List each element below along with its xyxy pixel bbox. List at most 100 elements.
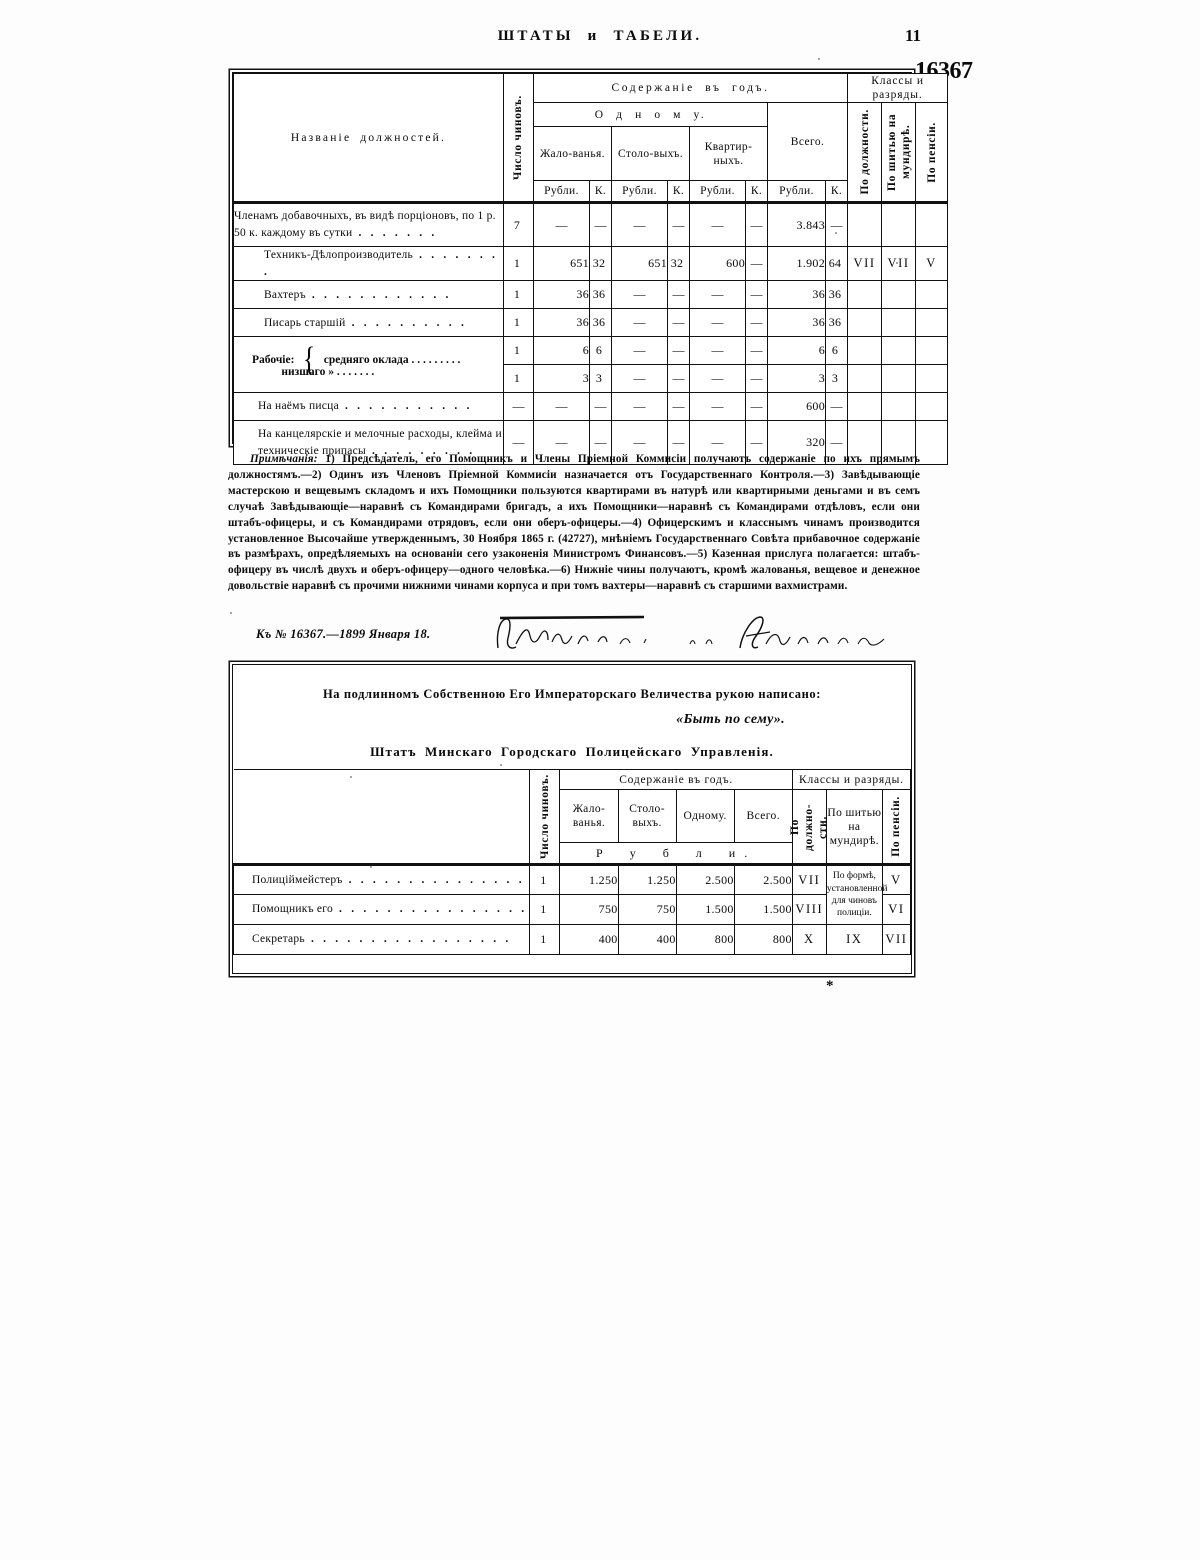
row-table-rubles: 651 [611, 246, 668, 282]
row-count: 7 [503, 201, 534, 248]
row-label-text: Членамъ добавочныхъ, въ видѣ порціоновъ,… [234, 210, 496, 240]
row-label-text: На наёмъ писца [258, 400, 339, 413]
row-class-post: VII [847, 246, 883, 282]
row-table-rubles: — [611, 364, 668, 394]
scan-speck [350, 776, 352, 778]
row-class-embroidery [881, 420, 917, 466]
scan-speck [370, 866, 372, 868]
header-salary-rubles: Рубли. [533, 180, 590, 204]
row-count: 1 [529, 863, 561, 896]
row-class-embroidery [881, 308, 917, 338]
row-class-post: VIII [791, 894, 827, 926]
row-quarters-kopecks: — [745, 336, 768, 366]
row-salary-rubles: 6 [533, 336, 590, 366]
row-class-pension [915, 420, 949, 466]
table-row: Полиціймейстеръ . . . . . . . . . . . . … [232, 863, 912, 926]
staff-table-lower: На подлинномъ Собственною Его Императорс… [232, 664, 912, 974]
header-rubles: Р у б л и. [559, 842, 793, 866]
row-total-rubles: 1.902 [767, 246, 826, 282]
header-table-kopecks: К. [667, 180, 690, 204]
row-total-kopecks: 36 [824, 280, 849, 310]
row-quarters-rubles: — [689, 280, 746, 310]
header-count: Число чиновъ. [529, 769, 561, 866]
row-total-rubles: 3.843 [767, 201, 826, 248]
leader-dots: . . . . . . . . . . . . . . . . . [304, 933, 512, 946]
row-quarters-kopecks: — [745, 280, 768, 310]
table2-preamble: На подлинномъ Собственною Его Императорс… [233, 665, 911, 769]
row-count: 1 [503, 280, 534, 310]
row-salary-rubles: — [533, 392, 590, 422]
scan-speck [500, 764, 502, 766]
row-count: — [503, 392, 534, 422]
notes-paragraph: Примѣчанія: 1) Предсѣдатель, его Помощни… [228, 452, 920, 595]
row-total-kopecks: — [824, 420, 849, 466]
row-label: Помощникъ его . . . . . . . . . . . . . … [232, 894, 531, 926]
header-by-pension: По пенсіи. [915, 102, 949, 204]
row-total-kopecks: 64 [824, 246, 849, 282]
header-quarters: Квартир-ныхъ. [689, 126, 768, 182]
row-class-pension: V [915, 246, 949, 282]
row-quarters-rubles: — [689, 392, 746, 422]
row-label-text: Помощникъ его [252, 903, 333, 916]
notes-body: 1) Предсѣдатель, его Помощникъ и Члены П… [228, 453, 920, 593]
row-label: Полиціймейстеръ . . . . . . . . . . . . … [232, 863, 531, 896]
scan-speck [818, 58, 820, 60]
header-salary: Жало-ванья. [559, 789, 619, 844]
header-by-post: По должно-сти. [789, 789, 829, 866]
table-row: Рабочіе: { средняго оклада . . . . . . .… [233, 336, 949, 377]
row-total-kopecks: 3 [824, 364, 849, 394]
row-table-money: 750 [617, 894, 677, 926]
row-salary-kopecks: 36 [589, 308, 612, 338]
row-total-rubles: 6 [767, 336, 826, 366]
row-class-post [847, 308, 883, 338]
row-class-embroidery [881, 280, 917, 310]
table-row: Секретарь . . . . . . . . . . . . . . . … [232, 924, 912, 956]
workers-sub-label: низшаго » . . . . . . . [281, 366, 375, 379]
handwritten-signature-icon [496, 615, 885, 649]
row-quarters-kopecks: — [745, 392, 768, 422]
row-per-one: 2.500 [675, 863, 735, 896]
row-class-pension: VII [881, 924, 912, 956]
row-quarters-rubles: — [689, 308, 746, 338]
row-table-kopecks: — [667, 392, 690, 422]
row-salary-kopecks: 6 [589, 336, 612, 366]
notes-lead: Примѣчанія: [250, 453, 318, 465]
preamble-line3: Штатъ Минскаго Городскаго Полицейскаго У… [370, 744, 774, 760]
leader-dots: . . . . . . . . . [365, 444, 476, 457]
row-total-kopecks: 6 [824, 336, 849, 366]
header-quarters-kopecks: К. [745, 180, 768, 204]
leader-dots: . . . . . . . . . . . . . . . [342, 873, 525, 886]
workers-label: Рабочіе: [252, 353, 295, 366]
header-total: Всего. [766, 102, 849, 182]
row-table-money: 1.250 [617, 863, 677, 896]
row-table-rubles: — [611, 201, 668, 248]
leader-dots: . . . . . . . . . . . . . . . . [332, 903, 528, 916]
row-total-rubles: 3 [767, 364, 826, 394]
row-class-pension [915, 392, 949, 422]
row-class-embroidery: IX [825, 924, 883, 956]
row-class-embroidery [881, 364, 917, 394]
row-salary-kopecks: 32 [589, 246, 612, 282]
workers-group: Рабочіе: { средняго оклада . . . . . . .… [234, 343, 503, 377]
row-total: 800 [733, 924, 793, 956]
row-count: 1 [503, 336, 534, 366]
header-classes: Классы и разряды. [847, 72, 949, 104]
row-class-embroidery [881, 392, 917, 422]
row-salary-kopecks: — [589, 420, 612, 466]
header-per-one: Одному. [675, 789, 735, 844]
row-table-kopecks: — [667, 364, 690, 394]
row-total-rubles: 36 [767, 280, 826, 310]
row-total-kopecks: — [824, 392, 849, 422]
running-head: ШТАТЫ и ТАБЕЛИ. [497, 28, 703, 44]
header-count-label: Число чиновъ. [538, 774, 551, 860]
signature-line: Къ № 16367.—1899 Января 18. [256, 615, 916, 654]
header-by-post-label: По должно-сти. [789, 802, 830, 851]
leader-dots: . . . . . . . . . . [345, 316, 468, 329]
header-table-money: Столо-выхъ. [617, 789, 677, 844]
row-table-kopecks: — [667, 308, 690, 338]
row-class-embroidery-note: По формѣ, установленной для чиновъ полиц… [825, 863, 887, 926]
table-row: Вахтеръ . . . . . . . . . . . . 1 36 36 … [233, 280, 949, 310]
table-row: На наёмъ писца . . . . . . . . . . . — —… [233, 392, 949, 422]
row-label: Рабочіе: { средняго оклада . . . . . . .… [233, 336, 504, 377]
